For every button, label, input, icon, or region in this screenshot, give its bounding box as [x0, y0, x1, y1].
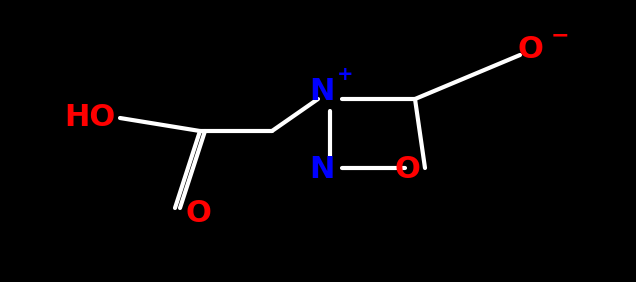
Text: N: N [309, 78, 335, 107]
Text: HO: HO [64, 103, 116, 133]
Text: −: − [551, 25, 569, 45]
Text: O: O [185, 199, 211, 228]
Text: N: N [309, 155, 335, 184]
Text: +: + [336, 65, 353, 85]
Text: O: O [394, 155, 420, 184]
Text: O: O [517, 36, 543, 65]
